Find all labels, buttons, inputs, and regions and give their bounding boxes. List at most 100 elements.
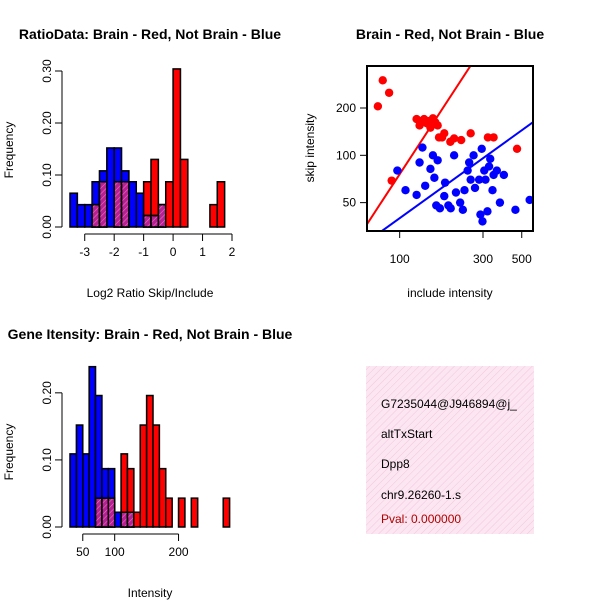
scatter-point-not-brain-35 bbox=[488, 185, 497, 195]
p-value: Pval: 0.000000 bbox=[381, 512, 461, 526]
scatter-point-brain-10 bbox=[426, 123, 435, 132]
scatter-point-not-brain-34 bbox=[486, 154, 495, 164]
ratio-histogram-axes: -3 -2 -1 0 1 2 0.00 0.10 0.20 0.30 bbox=[40, 59, 236, 259]
ratio-histogram-blue-bar-0 bbox=[69, 192, 79, 228]
scatter-point-not-brain-8 bbox=[430, 173, 439, 182]
scatter-point-not-brain-6 bbox=[426, 164, 435, 174]
intensity-scatter: Brain - Red, Not Brain - Blue 100 300 500 5… bbox=[303, 26, 544, 300]
intensity-histogram-blue-bar-3 bbox=[88, 365, 97, 528]
scatter-point-not-brain-17 bbox=[451, 188, 461, 197]
ratio-histogram-overlap-hatch-0 bbox=[91, 203, 101, 228]
ratio-histogram-xtick-label-1: -2 bbox=[109, 245, 120, 259]
scatter-point-not-brain-23 bbox=[466, 175, 475, 184]
intensity-histogram-red-bar-12 bbox=[190, 497, 199, 528]
info-panel: G7235044@J946894@j_ altTxStart Dpp8 chr9… bbox=[366, 366, 534, 534]
intensity-histogram-bars bbox=[69, 365, 231, 528]
ratio-histogram-xlabel: Log2 Ratio Skip/Include bbox=[87, 286, 214, 300]
ratio-histogram-red-bar-8 bbox=[172, 68, 182, 228]
scatter-point-not-brain-20 bbox=[460, 185, 469, 195]
scatter-xlabel: include intensity bbox=[407, 286, 492, 300]
scatter-point-not-brain-5 bbox=[420, 181, 430, 190]
intensity-histogram-red-bar-6 bbox=[139, 424, 148, 528]
scatter-fit-line-not-brain bbox=[380, 121, 533, 231]
ratio-histogram-overlap-hatch-5 bbox=[150, 214, 160, 228]
intensity-histogram-red-bar-11 bbox=[177, 497, 186, 528]
ratio-histogram-red-bar-5 bbox=[150, 158, 160, 217]
scatter-point-not-brain-24 bbox=[469, 151, 478, 160]
scatter-xtick-label-1: 300 bbox=[473, 252, 493, 266]
intensity-histogram-blue-bar-2 bbox=[82, 453, 90, 528]
scatter-point-not-brain-21 bbox=[463, 166, 472, 175]
intensity-histogram-overlap-hatch-1 bbox=[101, 497, 110, 528]
scatter-point-not-brain-31 bbox=[481, 175, 490, 184]
ratio-histogram-overlap-hatch-3 bbox=[120, 181, 130, 228]
intensity-histogram: Gene Itensity: Brain - Red, Not Brain - … bbox=[2, 326, 293, 600]
scatter-point-not-brain-15 bbox=[446, 204, 455, 213]
intensity-histogram-red-bar-4 bbox=[126, 467, 135, 513]
intensity-histogram-ylabel: Frequency bbox=[2, 424, 16, 481]
scatter-title: Brain - Red, Not Brain - Blue bbox=[356, 26, 544, 42]
scatter-point-not-brain-3 bbox=[415, 158, 424, 167]
intensity-histogram-blue-bar-1 bbox=[75, 424, 84, 528]
info-panel-background bbox=[366, 366, 534, 534]
scatter-point-not-brain-26 bbox=[474, 175, 484, 184]
scatter-plot-frame bbox=[366, 65, 534, 232]
scatter-points bbox=[367, 66, 533, 231]
scatter-point-not-brain-2 bbox=[412, 190, 421, 200]
ratio-histogram-red-bar-9 bbox=[179, 158, 189, 228]
scatter-point-brain-16 bbox=[440, 129, 449, 138]
ratio-histogram-red-bar-11 bbox=[216, 181, 226, 228]
scatter-point-not-brain-22 bbox=[464, 158, 474, 167]
ratio-histogram-xtick-label-5: 2 bbox=[229, 245, 236, 259]
scatter-ylabel: skip intensity bbox=[303, 114, 317, 183]
scatter-point-brain-2 bbox=[384, 88, 394, 97]
scatter-xtick-label-2: 500 bbox=[512, 252, 532, 266]
gene-name: Dpp8 bbox=[381, 457, 410, 471]
scatter-point-not-brain-39 bbox=[499, 170, 509, 180]
ratio-histogram-xtick-label-2: -1 bbox=[138, 245, 149, 259]
scatter-axes: 100 300 500 50 100 200 bbox=[336, 65, 534, 266]
scatter-point-not-brain-41 bbox=[525, 195, 533, 205]
intensity-histogram-red-bar-10 bbox=[165, 497, 173, 528]
intensity-histogram-xlabel: Intensity bbox=[128, 586, 173, 600]
ratio-histogram-overlap-hatch-2 bbox=[113, 181, 123, 228]
intensity-histogram-overlap-hatch-3 bbox=[120, 511, 129, 528]
ratio-histogram-blue-bar-1 bbox=[76, 203, 86, 228]
intensity-histogram-title: Gene Itensity: Brain - Red, Not Brain - … bbox=[8, 326, 293, 342]
intensity-histogram-overlap-hatch-4 bbox=[126, 511, 135, 528]
ratio-histogram-blue-bar-5 bbox=[106, 147, 115, 228]
scatter-point-not-brain-33 bbox=[484, 162, 494, 171]
ratio-histogram-blue-bar-9 bbox=[135, 192, 145, 228]
scatter-point-not-brain-0 bbox=[393, 166, 402, 175]
intensity-histogram-xtick-label-0: 50 bbox=[76, 545, 90, 559]
ratio-histogram-blue-bar-8 bbox=[128, 181, 138, 228]
intensity-histogram-red-bar-9 bbox=[158, 467, 167, 528]
ratio-histogram-red-bar-10 bbox=[209, 203, 219, 228]
intensity-histogram-ytick-label-2: 0.20 bbox=[40, 381, 54, 405]
genomic-location: chr9.26260-1.s bbox=[381, 488, 461, 502]
ratio-histogram-overlap-hatch-4 bbox=[142, 214, 152, 228]
intensity-histogram-overlap-hatch-2 bbox=[107, 497, 116, 528]
scatter-point-brain-13 bbox=[433, 121, 442, 130]
scatter-point-not-brain-27 bbox=[476, 210, 485, 219]
ratio-histogram-ytick-label-0: 0.00 bbox=[40, 215, 54, 239]
ratio-histogram-xtick-label-0: -3 bbox=[79, 245, 90, 259]
scatter-point-brain-3 bbox=[387, 176, 396, 185]
scatter-point-brain-19 bbox=[456, 135, 466, 145]
ratio-histogram-overlap-hatch-1 bbox=[98, 181, 108, 228]
scatter-point-not-brain-10 bbox=[433, 156, 442, 165]
scatter-point-not-brain-25 bbox=[470, 183, 480, 193]
scatter-point-brain-0 bbox=[373, 102, 383, 111]
intensity-histogram-xtick-label-2: 200 bbox=[169, 545, 189, 559]
scatter-point-not-brain-28 bbox=[477, 144, 486, 154]
scatter-point-not-brain-13 bbox=[440, 178, 450, 187]
ratio-histogram: RatioData: Brain - Red, Not Brain - Blue… bbox=[2, 26, 281, 300]
scatter-point-brain-1 bbox=[378, 76, 387, 85]
ratio-histogram-bars bbox=[69, 68, 226, 228]
scatter-point-brain-23 bbox=[512, 144, 522, 154]
event-id: G7235044@J946894@j_ bbox=[381, 397, 517, 411]
ratio-histogram-blue-bar-2 bbox=[83, 203, 93, 228]
intensity-histogram-blue-bar-7 bbox=[113, 511, 122, 528]
intensity-histogram-blue-bar-0 bbox=[69, 453, 78, 528]
